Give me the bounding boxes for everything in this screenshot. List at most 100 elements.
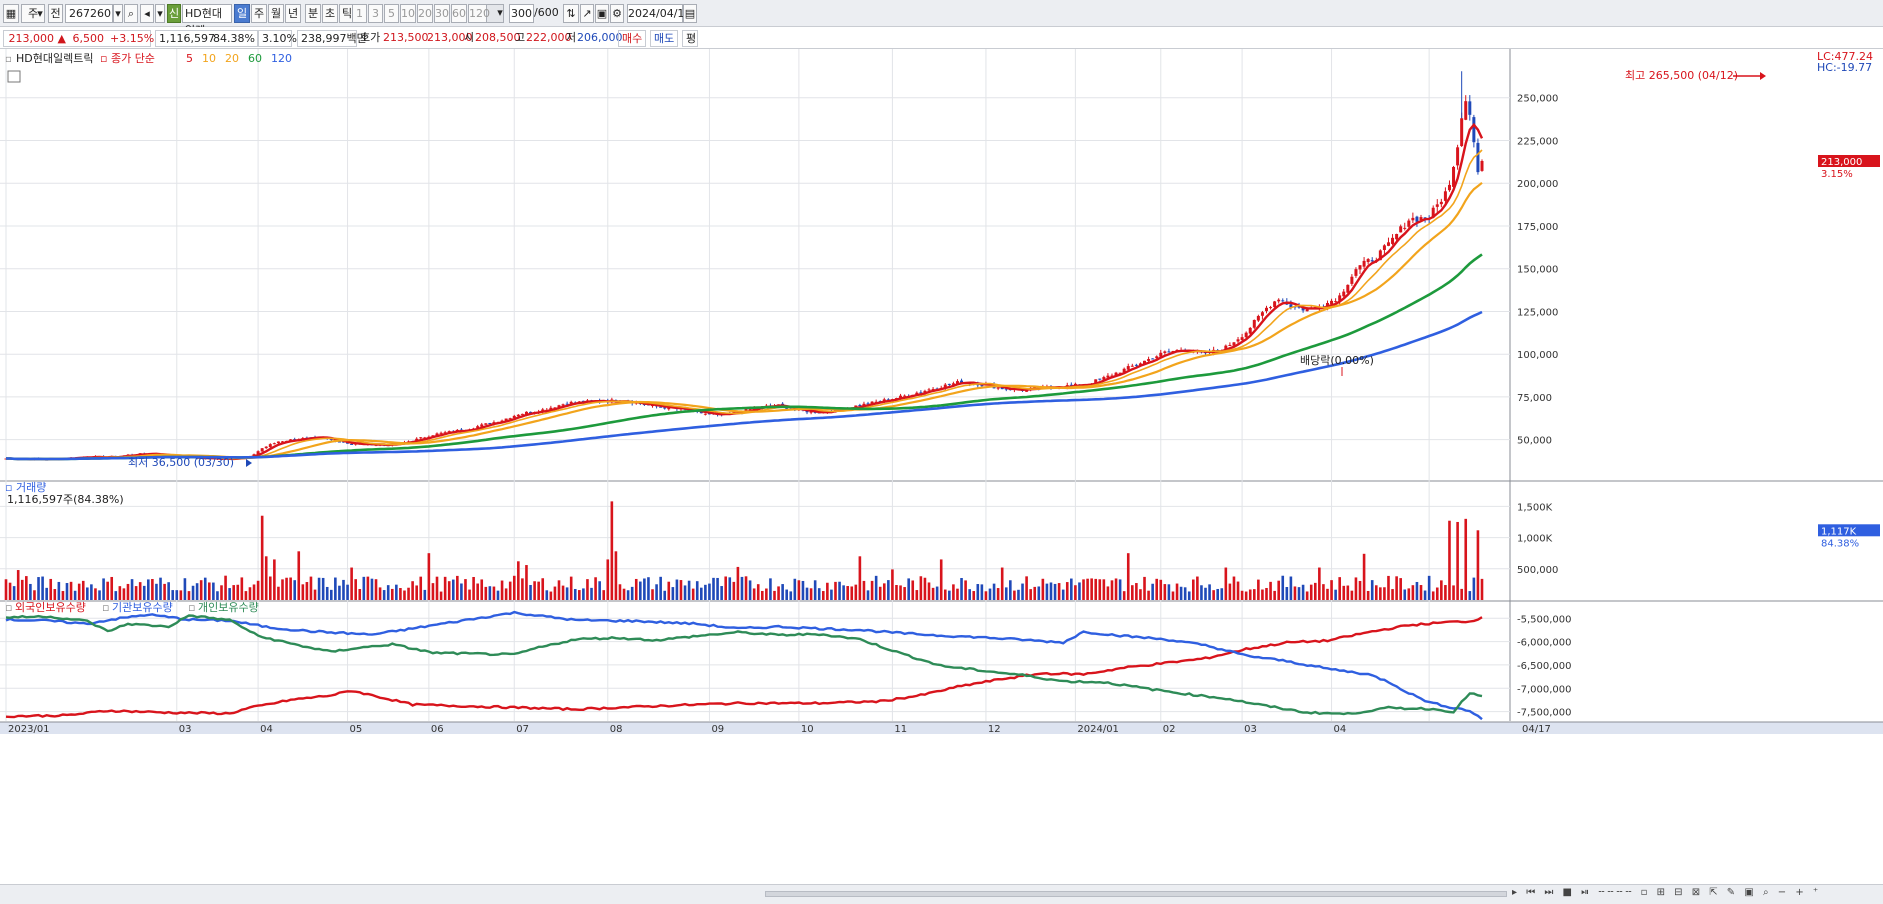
- volume-bar: [960, 578, 963, 600]
- high-arrow-head: [1760, 72, 1766, 80]
- minute-button-60[interactable]: 60: [451, 4, 467, 23]
- volume-bar: [533, 581, 536, 600]
- volume-bar: [256, 580, 260, 600]
- volume-title: ▫ 거래량: [5, 481, 46, 494]
- code-dropdown-icon[interactable]: ▾: [113, 4, 123, 23]
- volume-bar: [4, 579, 8, 600]
- calendar-icon[interactable]: ▤: [683, 4, 697, 23]
- screen-menu-icon[interactable]: ▦: [3, 4, 19, 23]
- minute-button-5[interactable]: 5: [384, 4, 399, 23]
- period-tab-3[interactable]: 년: [285, 4, 301, 23]
- nav-buttons[interactable]: ▸ ⏮ ⏭ ■ ⏯ ╌╌╌╌ ▫ ⊞ ⊟ ⊠ ⇱ ✎ ▣ ⌕ − + ⁺: [1512, 887, 1822, 898]
- x-tick-label: 09: [711, 724, 724, 735]
- compare-icon[interactable]: ⇅: [563, 4, 579, 23]
- ask-price: 213,500: [383, 31, 429, 44]
- volume-bar: [1106, 586, 1110, 600]
- market-dropdown-icon[interactable]: ▾: [37, 7, 43, 20]
- gear-icon[interactable]: ⚙: [610, 4, 624, 23]
- volume-bar: [797, 580, 801, 600]
- volume-bar: [1110, 580, 1114, 600]
- minute-button-20[interactable]: 20: [417, 4, 433, 23]
- volume-bar: [484, 586, 488, 600]
- candle-body: [1468, 101, 1472, 115]
- volume-bar: [643, 578, 646, 600]
- volume-bar: [212, 582, 215, 600]
- volume-bar: [248, 587, 252, 600]
- evaluation-button[interactable]: 평: [682, 30, 698, 47]
- candle-body: [1138, 363, 1142, 366]
- volume-bar: [264, 556, 268, 600]
- volume-bar: [740, 576, 744, 600]
- volume-bar: [1370, 580, 1374, 600]
- x-tick-label: 05: [350, 724, 363, 735]
- candle-body: [435, 433, 439, 436]
- volume-bar: [252, 584, 256, 600]
- save-icon[interactable]: ▣: [595, 4, 609, 23]
- volume-bar: [179, 590, 183, 600]
- volume-bar: [760, 590, 764, 600]
- sound-dropdown-icon[interactable]: ▾: [155, 4, 165, 23]
- volume-bar: [366, 576, 370, 600]
- candle-body: [1480, 161, 1484, 171]
- minute-button-120[interactable]: 120: [468, 4, 490, 23]
- candle-body: [1460, 118, 1464, 146]
- volume-bar: [862, 580, 866, 600]
- chart-scrollbar[interactable]: [765, 891, 1507, 897]
- candle-body: [1350, 276, 1354, 284]
- volume-bar: [736, 566, 740, 600]
- ma-legend-label: ▫ 종가 단순: [100, 52, 155, 65]
- period-tab-4[interactable]: 분: [305, 4, 321, 23]
- minute-button-3[interactable]: 3: [368, 4, 383, 23]
- volume-bar: [1240, 590, 1244, 600]
- volume-bar: [12, 586, 16, 600]
- candle-body: [1382, 245, 1386, 250]
- buy-button[interactable]: 매수: [618, 30, 646, 47]
- period-tab-1[interactable]: 주: [251, 4, 267, 23]
- volume-bar: [1293, 586, 1297, 600]
- minute-button-30[interactable]: 30: [434, 4, 450, 23]
- period-tab-5[interactable]: 초: [322, 4, 338, 23]
- sound-icon[interactable]: ◂: [140, 4, 154, 23]
- volume-bar: [338, 585, 341, 600]
- volume-bar: [866, 590, 870, 600]
- candle-body: [1476, 142, 1480, 173]
- stock-chart: 250,000 225,000 200,000 175,000 150,000 125,0…: [0, 49, 1883, 735]
- volume-bar: [923, 577, 927, 600]
- candle-count-input[interactable]: 300: [509, 4, 534, 23]
- volume-bar: [1122, 591, 1126, 600]
- volume-bar: [826, 582, 829, 600]
- candle-body: [659, 406, 663, 408]
- draw-icon[interactable]: ↗: [580, 4, 594, 23]
- volume-bar: [1407, 588, 1411, 600]
- date-input[interactable]: 2024/04/17: [627, 4, 691, 23]
- volume-bar: [553, 586, 557, 600]
- market-tab[interactable]: 주: [21, 4, 45, 23]
- volume-bar: [630, 586, 634, 600]
- volume-bar: [529, 584, 532, 600]
- custom-minute-dropdown-icon[interactable]: ▾: [497, 6, 503, 19]
- volume-bar: [956, 588, 959, 600]
- sell-button[interactable]: 매도: [650, 30, 678, 47]
- price-change: 6,500: [69, 30, 107, 47]
- change-percent: +3.15%: [107, 30, 154, 47]
- holding-legend-1: 기관보유수량: [112, 601, 173, 614]
- current-price-label: 213,000: [1821, 157, 1862, 168]
- price-mode-button[interactable]: 전: [48, 4, 63, 23]
- stock-code-input[interactable]: 267260: [65, 4, 113, 23]
- current-change-label: 3.15%: [1821, 169, 1853, 180]
- candle-body: [663, 407, 667, 409]
- candle-body: [1443, 191, 1447, 201]
- volume-bar: [1151, 583, 1154, 600]
- minute-button-1[interactable]: 1: [352, 4, 367, 23]
- period-tab-2[interactable]: 월: [268, 4, 284, 23]
- volume-bar: [163, 583, 166, 600]
- volume-bar: [911, 580, 915, 600]
- volume-bar: [435, 576, 439, 600]
- holding-legend-2: 개인보유수량: [198, 601, 259, 614]
- period-tab-0[interactable]: 일: [234, 4, 250, 23]
- minute-button-10[interactable]: 10: [400, 4, 416, 23]
- lc-label: LC:477.24: [1817, 50, 1873, 63]
- volume-bar: [468, 589, 471, 600]
- volume-bar: [1098, 579, 1102, 600]
- search-icon[interactable]: ⌕: [124, 4, 138, 23]
